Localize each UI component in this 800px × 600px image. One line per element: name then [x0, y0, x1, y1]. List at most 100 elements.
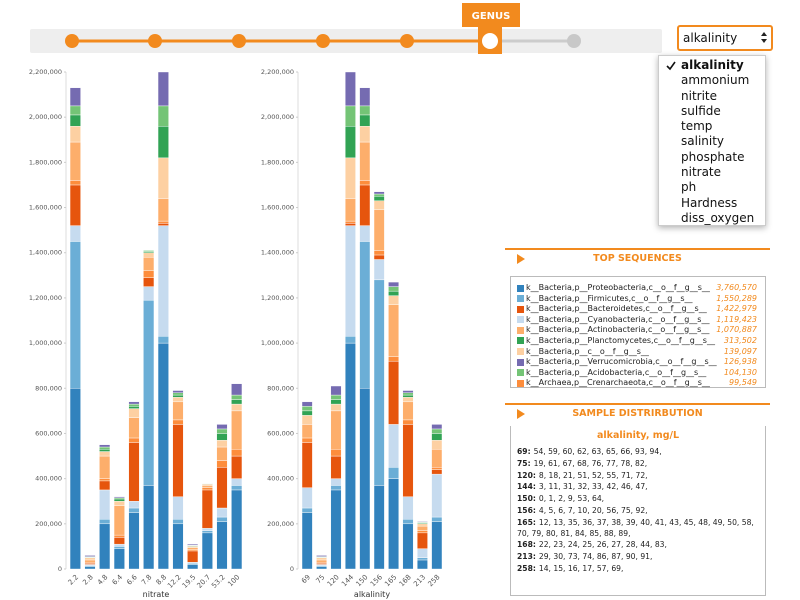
bar-segment	[417, 530, 428, 534]
dropdown-option[interactable]: Hardness	[681, 195, 738, 210]
bar-segment	[373, 200, 385, 211]
bar-segment	[128, 507, 140, 513]
bar-segment	[99, 523, 111, 570]
bar-segment	[143, 286, 155, 301]
dropdown-option[interactable]: nitrite	[681, 88, 717, 103]
bar-segment	[69, 87, 81, 107]
row-key: 165:	[517, 517, 536, 527]
legend-value: 1,070,887	[716, 325, 757, 335]
bar-segment	[216, 516, 228, 522]
bar-segment	[157, 198, 169, 222]
bar-segment	[69, 114, 81, 127]
bar-segment	[359, 105, 371, 116]
row-key: 75:	[517, 458, 531, 468]
bar-segment	[231, 383, 243, 396]
bar-segment	[388, 360, 399, 425]
row-text: 3, 11, 31, 32, 33, 42, 46, 47,	[538, 482, 648, 492]
row-key: 168:	[517, 540, 536, 550]
row-text: 54, 59, 60, 62, 63, 65, 66, 93, 94,	[533, 447, 662, 456]
bar-segment	[345, 71, 356, 107]
y-tick-label: 2,200,000	[261, 68, 294, 76]
row-text: 12, 13, 35, 36, 37, 38, 39, 40, 41, 43, …	[517, 517, 754, 538]
bar-segment	[113, 496, 125, 499]
x-tick-label: 2.2	[67, 573, 81, 587]
bar-segment	[201, 487, 213, 491]
x-tick-label: 2.8	[81, 573, 95, 587]
bar-segment	[172, 394, 184, 398]
bar-segment	[388, 478, 399, 570]
bar-segment	[99, 444, 111, 448]
dropdown-list: alkalinity ammonium nitrite sulfide temp sali…	[658, 55, 766, 226]
y-tick-label: 1,400,000	[29, 249, 62, 257]
y-tick-label: 1,600,000	[261, 204, 294, 212]
x-tick-label: 19.5	[181, 573, 198, 590]
bar-segment	[373, 196, 385, 201]
dropdown-option[interactable]: temp	[681, 119, 713, 134]
legend-item: k__Bacteria,p__Planctomycetes,c__o__f__g…	[511, 336, 765, 347]
slider-stop[interactable]	[316, 34, 330, 48]
slider-stop[interactable]	[148, 34, 162, 48]
distribution-row: 156: 4, 5, 6, 7, 10, 20, 56, 75, 92,	[517, 506, 759, 517]
dropdown-option[interactable]: sulfide	[681, 103, 721, 118]
panel-title: TOP SEQUENCES	[593, 253, 682, 264]
slider-stop[interactable]	[400, 34, 414, 48]
x-tick-label: 150	[355, 573, 370, 588]
distribution-row: 168: 22, 23, 24, 25, 26, 27, 28, 44, 83,	[517, 540, 759, 551]
bar-segment	[216, 467, 228, 509]
bar-segment	[301, 424, 313, 439]
bar-segment	[69, 105, 81, 116]
bar-segment	[316, 555, 327, 557]
y-tick-label: 400,000	[267, 475, 294, 483]
bar-segment	[157, 336, 169, 344]
bar-segment	[301, 512, 313, 570]
dropdown[interactable]: alkalinity	[677, 25, 773, 51]
dropdown-option[interactable]: salinity	[681, 134, 725, 149]
bar-segment	[128, 401, 140, 405]
bar-segment	[128, 437, 140, 443]
x-tick-label: 75	[314, 573, 326, 585]
bar-segment	[345, 225, 356, 337]
bar-segment	[216, 428, 228, 434]
slider-stop[interactable]	[232, 34, 246, 48]
bar-segment	[330, 449, 342, 457]
x-tick-label: 6.4	[111, 573, 125, 587]
slider-handle[interactable]	[482, 33, 498, 49]
bar-segment	[216, 424, 228, 430]
bar-segment	[99, 455, 111, 479]
bar-segment	[216, 440, 228, 448]
bar-segment	[172, 523, 184, 570]
bar-segment	[373, 254, 385, 260]
bar-segment	[388, 356, 399, 362]
x-tick-label: 258	[427, 573, 442, 588]
dropdown-option[interactable]: ph	[681, 180, 697, 195]
slider-stop[interactable]	[567, 34, 581, 48]
legend-swatch	[517, 337, 524, 345]
bar-segment	[345, 342, 356, 570]
dropdown-option[interactable]: diss_oxygen	[681, 210, 755, 225]
legend-swatch	[517, 305, 524, 313]
x-tick-label: 156	[369, 573, 384, 588]
bar-segment	[143, 277, 155, 287]
dropdown-option[interactable]: ammonium	[681, 73, 750, 88]
bar-segment	[172, 424, 184, 497]
dropdown-option[interactable]: alkalinity	[659, 58, 765, 73]
bar-segment	[431, 516, 443, 522]
bar-segment	[402, 390, 414, 393]
bar-segment	[431, 449, 443, 468]
y-tick-label: 2,000,000	[261, 113, 294, 121]
bar-segment	[69, 225, 81, 242]
y-tick-label: 600,000	[35, 429, 62, 437]
bar-segment	[431, 467, 443, 470]
dropdown-option[interactable]: nitrate	[681, 165, 722, 180]
slider-stop[interactable]	[65, 34, 79, 48]
dropdown-option[interactable]: phosphate	[681, 149, 745, 164]
bar-segment	[402, 419, 414, 425]
bar-segment	[157, 105, 169, 127]
panel-header[interactable]: TOP SEQUENCES	[505, 248, 770, 268]
bar-segment	[69, 180, 81, 186]
legend-label: k__Bacteria,p__Planctomycetes,c__o__f__g…	[526, 335, 715, 345]
bar-segment	[113, 505, 125, 536]
bar-segment	[99, 489, 111, 520]
panel-header[interactable]: SAMPLE DISTRIRBUTION	[505, 403, 770, 423]
distribution-row: 150: 0, 1, 2, 9, 53, 64,	[517, 494, 759, 505]
